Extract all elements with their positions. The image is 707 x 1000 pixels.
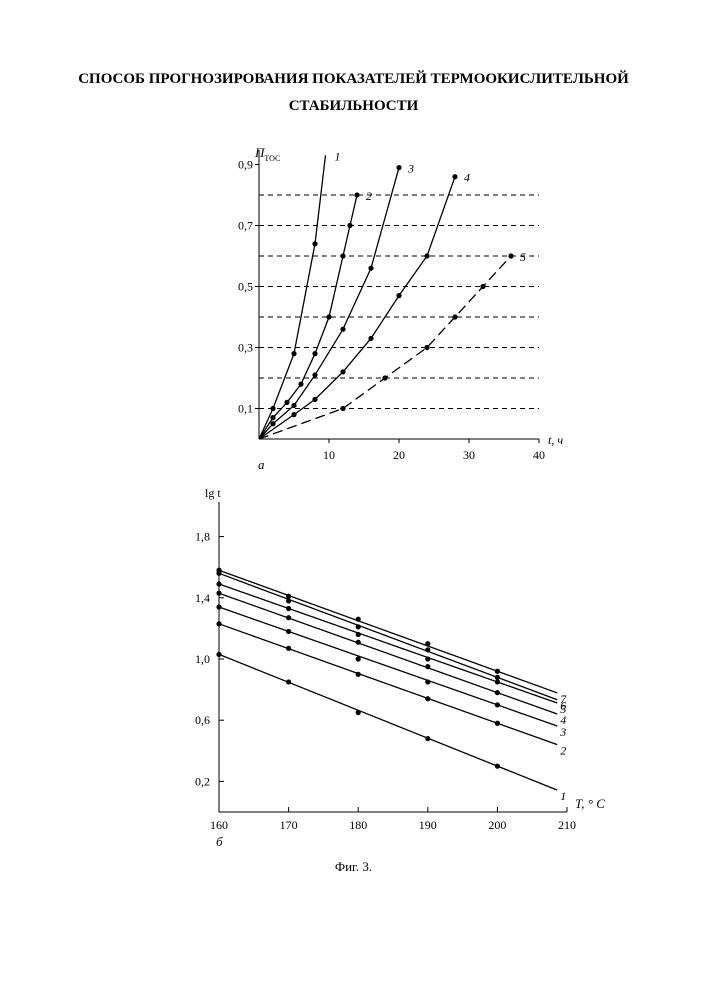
y-tick-label: 0,2 [195,774,210,788]
series-line-3 [219,607,557,726]
data-point [356,672,361,677]
data-point [356,656,361,661]
series-line-5 [219,584,557,703]
y-axis-label: lg t [205,486,221,500]
data-point [495,721,500,726]
data-point [216,581,221,586]
data-point [216,621,221,626]
data-point [495,702,500,707]
data-point [286,615,291,620]
x-tick-label: 170 [280,818,298,832]
y-tick-label: 1,8 [195,530,210,544]
x-axis-label: T, ° С [575,796,605,811]
data-point [495,679,500,684]
data-point [286,594,291,599]
data-point [425,647,430,652]
series-label: 1 [560,789,566,803]
data-point [286,629,291,634]
data-point [425,664,430,669]
x-tick-label: 160 [210,818,228,832]
data-point [216,604,221,609]
figure-caption: Фиг. 3. [0,859,707,875]
data-point [425,679,430,684]
data-point [286,598,291,603]
data-point [356,640,361,645]
data-point [216,591,221,596]
data-point [495,675,500,680]
y-tick-label: 1,4 [195,591,210,605]
x-tick-label: 180 [349,818,367,832]
data-point [495,690,500,695]
data-point [356,710,361,715]
x-tick-label: 190 [419,818,437,832]
series-line-2 [219,624,557,745]
x-tick-label: 200 [488,818,506,832]
series-line-6 [219,573,557,699]
series-label: 2 [560,744,566,758]
y-tick-label: 0,6 [195,713,210,727]
series-label: 7 [560,692,567,706]
data-point [216,568,221,573]
series-label: 3 [559,725,566,739]
data-point [356,624,361,629]
data-point [425,656,430,661]
x-tick-label: 210 [558,818,576,832]
data-point [425,641,430,646]
data-point [495,669,500,674]
data-point [356,617,361,622]
series-line-4 [219,593,557,714]
data-point [425,696,430,701]
y-tick-label: 1,0 [195,652,210,666]
data-point [495,764,500,769]
data-point [356,632,361,637]
data-point [286,679,291,684]
data-point [286,646,291,651]
panel-label: б [216,834,223,849]
data-point [216,652,221,657]
data-point [286,606,291,611]
data-point [425,736,430,741]
